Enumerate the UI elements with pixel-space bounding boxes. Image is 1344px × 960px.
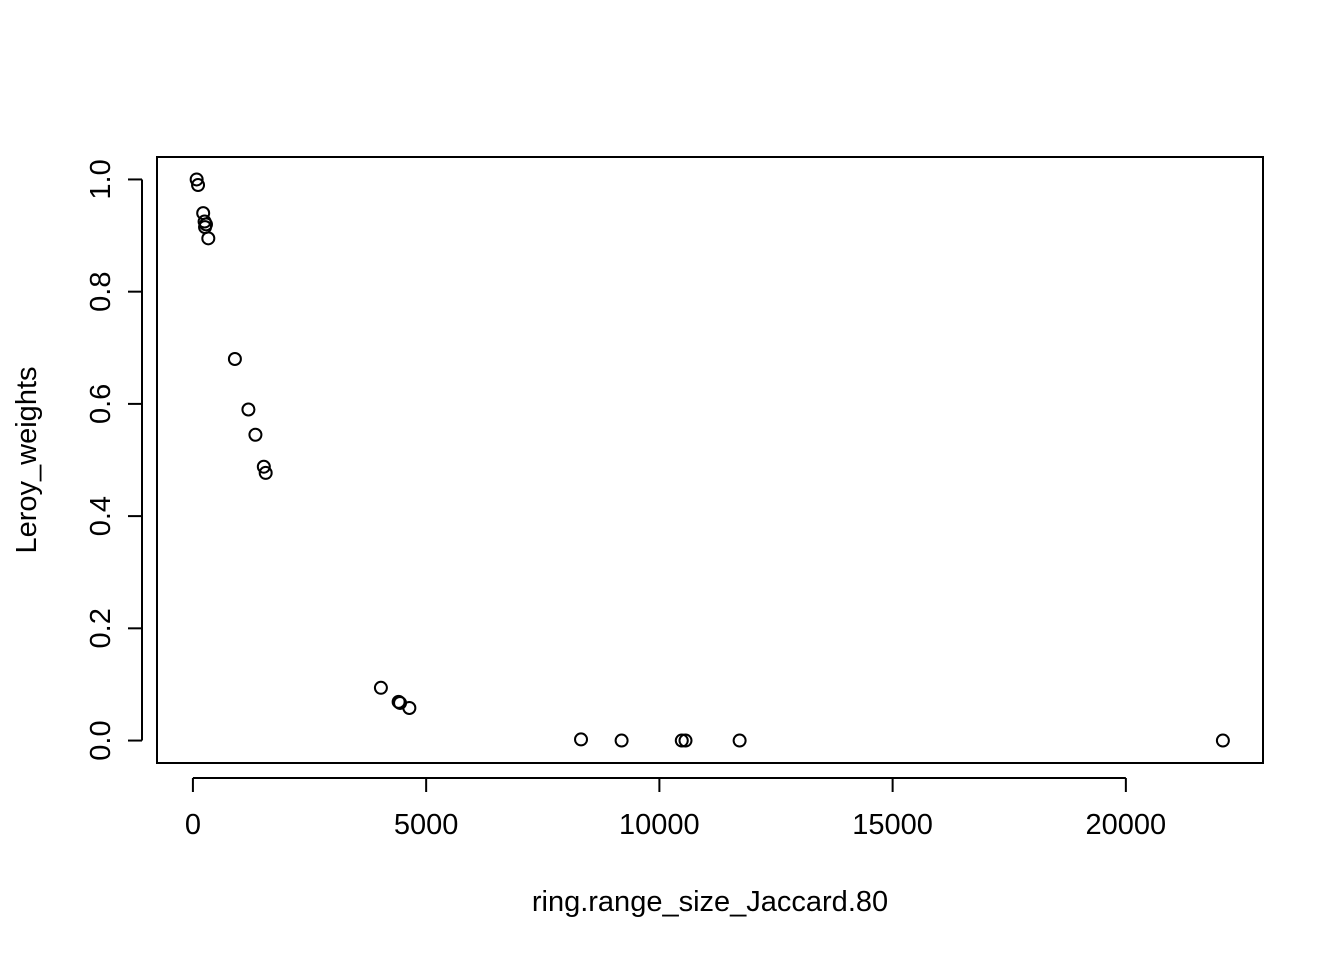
data-point (258, 465, 273, 480)
data-point (256, 459, 271, 474)
y-tick-label: 0.2 (85, 608, 117, 648)
data-point (248, 427, 263, 442)
data-point (678, 733, 693, 748)
plot-frame (156, 156, 1264, 764)
y-tick-label: 0.0 (85, 720, 117, 760)
x-tick-label: 20000 (1086, 809, 1167, 841)
data-point (201, 231, 216, 246)
x-tick-label: 15000 (852, 809, 933, 841)
data-point (189, 172, 204, 187)
data-point (227, 352, 242, 366)
points-layer (189, 172, 1230, 748)
data-point (732, 733, 747, 748)
x-tick-label: 10000 (619, 809, 700, 841)
x-tick-label: 0 (185, 809, 201, 841)
data-point (614, 733, 629, 748)
y-tick-label: 0.6 (85, 384, 117, 424)
data-point (674, 733, 689, 748)
data-point (241, 402, 256, 417)
y-tick-label: 0.4 (85, 496, 117, 536)
data-point (373, 680, 388, 695)
data-point (191, 178, 206, 193)
y-tick-label: 0.8 (85, 272, 117, 312)
y-axis-title: Leroy_weights (11, 367, 43, 554)
x-axis-title: ring.range_size_Jaccard.80 (532, 886, 888, 918)
data-point (574, 732, 589, 747)
y-tick-label: 1.0 (85, 159, 117, 199)
y-axis: 0.0 0.2 0.4 0.6 0.8 1.0 (85, 159, 143, 761)
data-point (402, 701, 417, 716)
x-tick-label: 5000 (394, 809, 459, 841)
data-point (1215, 733, 1230, 748)
x-axis: 0 5000 10000 15000 20000 (185, 777, 1167, 841)
